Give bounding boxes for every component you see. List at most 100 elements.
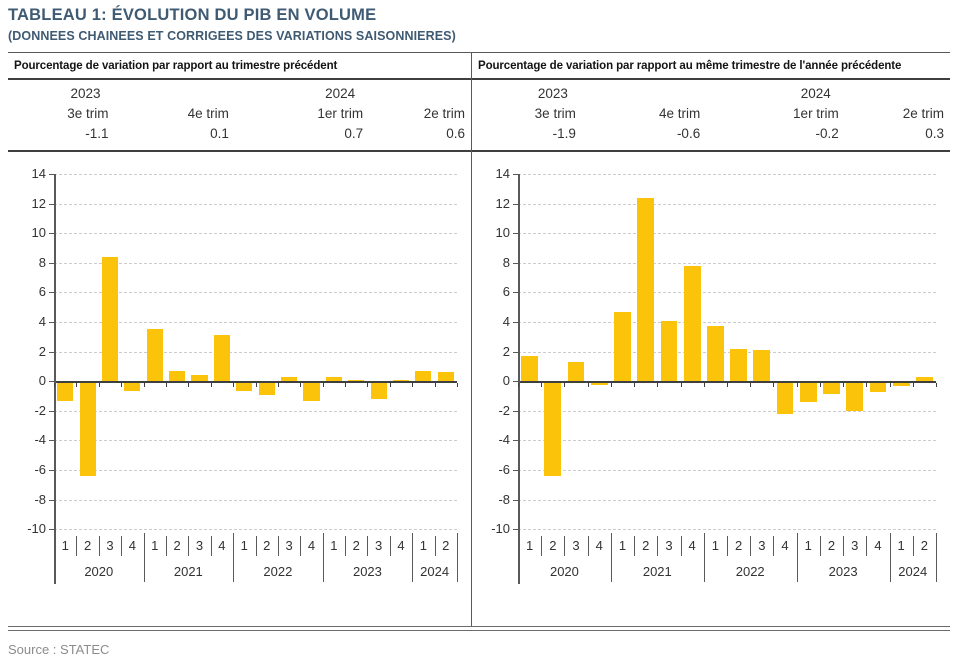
quarter-tick-label: 2 [83, 538, 92, 554]
bar [236, 383, 253, 391]
y-axis-label: 6 [38, 284, 46, 300]
summary-year-spacer [369, 84, 471, 104]
y-axis-label: 10 [31, 225, 46, 241]
gridline [518, 233, 936, 235]
summary-year-spacer [582, 84, 706, 104]
y-axis-tick [49, 410, 54, 412]
bar [370, 383, 387, 400]
quarter-tick-label: 4 [307, 538, 316, 554]
quarter-tick-label: 3 [665, 538, 673, 554]
y-axis-label: 8 [38, 254, 46, 270]
quarter-separator [773, 536, 775, 557]
summary-year-spacer [845, 84, 950, 104]
year-separator [936, 533, 937, 583]
y-axis-tick [49, 351, 54, 353]
summary-value: 0.6 [446, 126, 465, 141]
y-axis-tick [49, 529, 54, 531]
year-label: 2024 [898, 564, 928, 580]
chart-yoy: 14 12 10 8 6 4 2 0 -2 -4 -6 -8 -10 1 2 3 4 1 2 3 4 1 2 3 4 1 2 3 4 1 2… [476, 160, 942, 592]
bar [614, 311, 631, 382]
zero-axis-tick [936, 383, 937, 388]
bar [415, 370, 432, 382]
gridline [518, 440, 936, 442]
zero-axis-tick [680, 383, 682, 388]
zero-axis-tick [121, 383, 123, 388]
y-axis-label: 14 [495, 166, 510, 181]
gridline [54, 262, 457, 264]
zero-axis-tick [76, 383, 78, 388]
y-axis-label: 4 [38, 314, 46, 329]
quarter-tick-label: 4 [688, 538, 696, 554]
year-label: 2023 [828, 564, 858, 580]
gridline [518, 203, 936, 205]
summary-quarter-label: 3e trim [67, 106, 109, 121]
zero-axis-tick [322, 383, 324, 388]
panel-yoy: Pourcentage de variation par rapport au … [472, 53, 950, 626]
zero-axis-tick [233, 383, 235, 388]
zero-axis-tick [541, 383, 543, 388]
y-axis-tick [49, 292, 54, 294]
gridline [54, 529, 457, 531]
bar [892, 383, 910, 387]
y-axis-tick [513, 351, 518, 353]
y-axis-tick [49, 203, 54, 205]
bottom-double-rule [8, 626, 950, 631]
zero-axis-tick [367, 383, 369, 388]
page-title: TABLEAU 1: ÉVOLUTION DU PIB EN VOLUME [8, 6, 377, 24]
quarter-tick-label: 3 [758, 538, 766, 554]
gridline [54, 440, 457, 442]
panel-yoy-header: Pourcentage de variation par rapport au … [472, 53, 950, 80]
zero-axis-tick [98, 383, 100, 388]
panel-yoy-summary-table: 2023 2024 3e trim 4e trim 1er trim 2e trim -1.… [472, 80, 950, 152]
summary-quarter-label: 4e trim [187, 106, 229, 121]
y-axis-label: -6 [34, 462, 46, 477]
quarter-separator [210, 536, 212, 557]
zero-axis-tick [866, 383, 868, 388]
y-axis-tick [49, 440, 54, 442]
year-separator [703, 533, 705, 583]
quarter-separator [587, 536, 589, 557]
zero-axis-tick [610, 383, 612, 388]
summary-value: 0.7 [344, 126, 364, 141]
gridline [518, 529, 936, 531]
zero-axis-tick [277, 383, 279, 388]
zero-axis-tick [518, 383, 519, 388]
quarter-separator [819, 536, 821, 557]
bar [660, 320, 678, 382]
quarter-tick-label: 4 [218, 538, 226, 554]
gridline [54, 499, 457, 501]
quarter-separator [634, 536, 636, 557]
year-separator [143, 533, 145, 583]
zero-axis-tick [434, 383, 436, 388]
panel-qoq-summary-table: 2023 2024 3e trim 4e trim 1er trim 2e trim -1.… [8, 80, 471, 152]
quarter-separator [657, 536, 659, 557]
year-separator [610, 533, 612, 583]
quarter-tick-label: 4 [397, 538, 405, 554]
summary-quarter-label: 2e trim [902, 106, 944, 121]
quarter-tick-label: 1 [240, 538, 248, 554]
zero-axis-tick [255, 383, 257, 388]
bar [348, 379, 365, 382]
bar [730, 348, 747, 382]
bar [799, 383, 817, 403]
quarter-separator [750, 536, 752, 557]
zero-axis-tick [210, 383, 212, 388]
quarter-separator [564, 536, 566, 557]
quarter-tick-label: 3 [106, 538, 114, 554]
year-label: 2022 [735, 564, 765, 580]
bar [146, 329, 163, 382]
gridline [54, 410, 457, 412]
quarter-tick-label: 4 [874, 538, 882, 554]
y-axis-label: -2 [498, 402, 510, 418]
summary-quarter-label: 1er trim [317, 106, 364, 121]
quarter-tick-label: 4 [595, 538, 603, 554]
quarter-tick-label: 1 [151, 538, 159, 554]
quarter-tick-label: 2 [442, 538, 450, 554]
zero-axis-tick [345, 383, 347, 388]
y-axis-label: 12 [495, 195, 510, 211]
year-label: 2022 [263, 564, 293, 580]
gridline [518, 292, 936, 294]
y-axis-tick [513, 203, 518, 205]
y-axis-label: 2 [502, 343, 510, 359]
quarter-separator [345, 536, 347, 557]
